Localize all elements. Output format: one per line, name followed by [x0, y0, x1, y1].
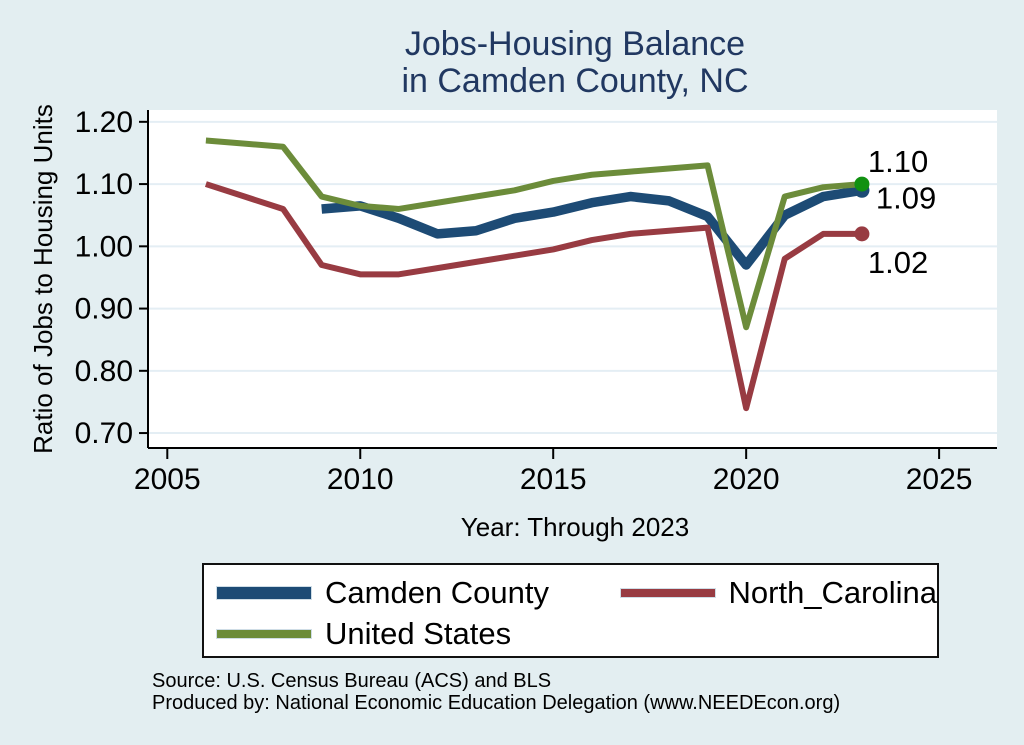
legend-item-united-states: United States: [216, 616, 640, 652]
produced-by-line: Produced by: National Economic Education…: [152, 692, 841, 714]
legend: Camden County North_Carolina United Stat…: [202, 563, 939, 658]
legend-item-camden-county: Camden County: [216, 575, 620, 611]
x-tick-label: 2025: [906, 463, 973, 496]
y-tick-label: 0.70: [75, 417, 133, 450]
y-axis-title: Ratio of Jobs to Housing Units: [28, 104, 58, 454]
line-north-carolina: [204, 181, 862, 412]
y-tick-label: 1.10: [75, 168, 133, 201]
x-axis-caption: Year: Through 2023: [460, 512, 690, 542]
x-tick-label: 2020: [713, 463, 780, 496]
legend-swatch-north-carolina: [619, 587, 716, 598]
legend-label-north-carolina: North_Carolina: [728, 574, 938, 610]
end-marker-north-carolina: [854, 226, 870, 242]
x-tick-label: 2005: [134, 463, 201, 496]
chart-title: Jobs-Housing Balance in Camden County, N…: [150, 26, 1000, 100]
y-tick-label: 1.00: [75, 230, 133, 263]
x-tick-label: 2010: [327, 463, 394, 496]
chart-title-line1: Jobs-Housing Balance: [404, 25, 746, 63]
line-united-states: [205, 137, 863, 331]
x-tick-label: 2015: [520, 463, 587, 496]
end-value-label-united-states: 1.10: [868, 144, 928, 179]
legend-row: Camden County North_Carolina: [216, 572, 937, 613]
end-value-label-north-carolina: 1.02: [868, 245, 928, 280]
source-notes: Source: U.S. Census Bureau (ACS) and BLS…: [152, 670, 840, 714]
y-tick-label: 1.20: [75, 106, 133, 139]
source-line: Source: U.S. Census Bureau (ACS) and BLS: [152, 670, 552, 692]
legend-swatch-camden-county: [216, 585, 312, 600]
legend-label-camden-county: Camden County: [325, 574, 550, 610]
chart-title-line2: in Camden County, NC: [401, 62, 749, 100]
end-value-label-camden-county: 1.09: [876, 180, 936, 215]
y-tick-label: 0.80: [75, 355, 133, 388]
end-marker-united-states: [854, 176, 870, 192]
legend-item-north-carolina: North_Carolina: [619, 574, 938, 611]
line-chart: 0.70 0.80 0.90 1.00 1.10 1.20 2005 2010 2015 2020…: [75, 106, 997, 496]
legend-swatch-united-states: [216, 628, 312, 639]
legend-row: United States: [216, 613, 937, 654]
legend-label-united-states: United States: [325, 615, 512, 651]
y-tick-label: 0.90: [75, 293, 133, 326]
plot-area: [148, 110, 997, 448]
